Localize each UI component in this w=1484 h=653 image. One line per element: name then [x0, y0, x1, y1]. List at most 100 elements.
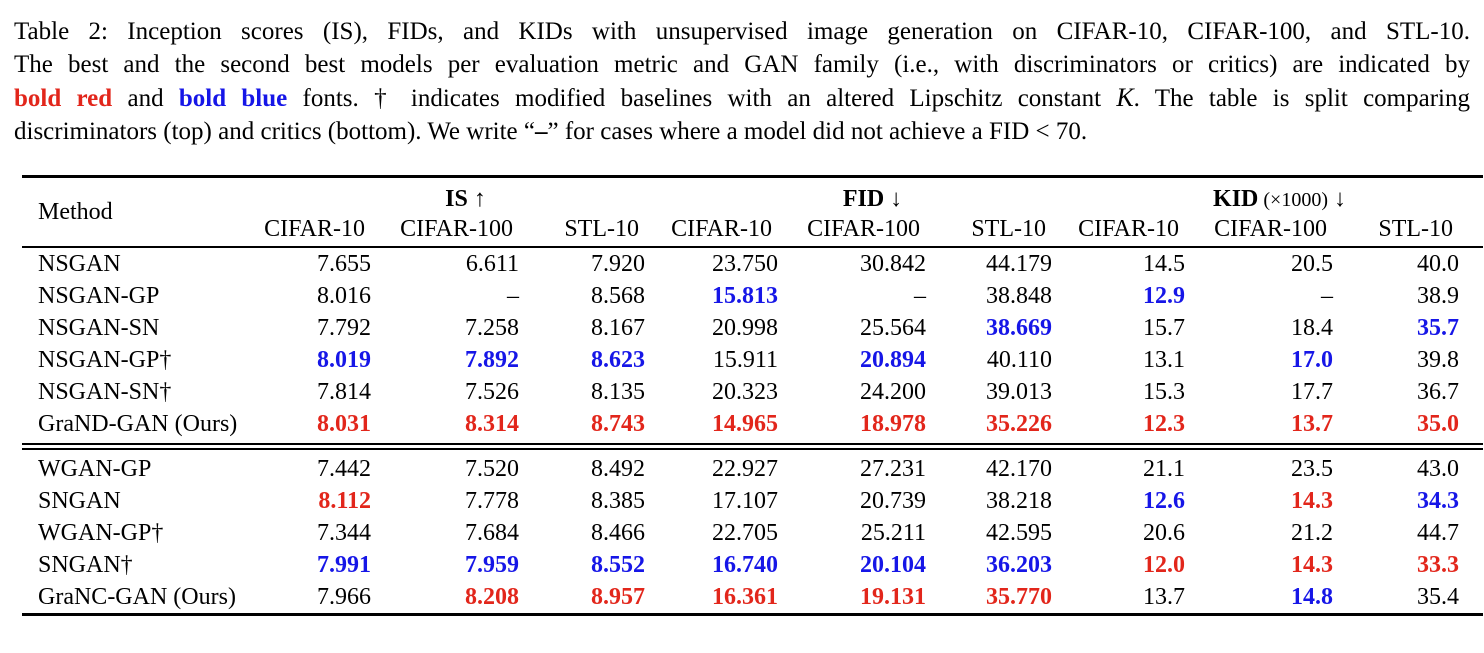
table-row: WGAN-GP† 7.344 7.684 8.466 22.705 25.211 42.59… — [22, 517, 1483, 549]
table-caption: Table 2: Inception scores (IS), FIDs, an… — [14, 15, 1470, 148]
value-cell: 14.965 — [712, 410, 778, 437]
method-cell: SNGAN† — [38, 551, 133, 578]
method-cell: WGAN-GP† — [38, 519, 164, 546]
value-cell: 38.848 — [986, 282, 1052, 309]
table-row: WGAN-GP 7.442 7.520 8.492 22.927 27.231 42.170… — [22, 453, 1483, 485]
value-cell: 44.179 — [986, 250, 1052, 277]
value-cell: 20.5 — [1291, 250, 1333, 277]
value-cell: 18.4 — [1291, 314, 1333, 341]
table-row: GraND-GAN (Ours) 8.031 8.314 8.743 14.965 18.… — [22, 408, 1483, 440]
column-header-dataset: STL-10 — [564, 216, 639, 242]
table-row: NSGAN-GP† 8.019 7.892 8.623 15.911 20.894 40.1… — [22, 344, 1483, 376]
value-cell: – — [914, 282, 926, 309]
caption-text: ” for cases where a model did not achiev… — [547, 118, 1088, 145]
value-cell: 7.814 — [317, 378, 371, 405]
value-cell: 35.226 — [986, 410, 1052, 437]
caption-line: Table 2: Inception scores (IS), FIDs, an… — [14, 15, 1470, 48]
table-row: NSGAN-SN 7.792 7.258 8.167 20.998 25.564 38.66… — [22, 312, 1483, 344]
value-cell: 7.792 — [317, 314, 371, 341]
value-cell: 20.104 — [860, 551, 926, 578]
value-cell: 24.200 — [860, 378, 926, 405]
column-header-dataset: CIFAR-100 — [1214, 216, 1327, 242]
value-cell: – — [1321, 282, 1333, 309]
value-cell: 8.492 — [591, 455, 645, 482]
group-header-kid: KID (×1000) ↓ — [1076, 177, 1483, 214]
caption-text: Table 2: Inception scores (IS), FIDs, an… — [14, 18, 1470, 45]
value-cell: 8.957 — [591, 583, 645, 610]
value-cell: – — [507, 282, 519, 309]
table-row: NSGAN 7.655 6.611 7.920 23.750 30.842 44.179 14… — [22, 247, 1483, 280]
method-cell: WGAN-GP — [38, 455, 152, 482]
results-table: Method IS ↑ FID ↓ KID (×1000) ↓ CIFAR-10 CI… — [22, 175, 1484, 616]
group-header-is: IS ↑ — [262, 177, 669, 214]
caption-line: bold red and bold blue fonts. † indicate… — [14, 81, 1470, 115]
value-cell: 20.739 — [860, 487, 926, 514]
value-cell: 8.466 — [591, 519, 645, 546]
value-cell: 7.258 — [465, 314, 519, 341]
dataset-header-row: CIFAR-10 CIFAR-100 STL-10 CIFAR-10 CIFAR-100… — [22, 213, 1483, 247]
metric-label: IS — [445, 186, 468, 212]
caption-line: discriminators (top) and critics (bottom… — [14, 115, 1470, 148]
value-cell: 36.203 — [986, 551, 1052, 578]
double-rule — [22, 443, 1484, 450]
value-cell: 7.959 — [465, 551, 519, 578]
value-cell: 8.019 — [317, 346, 371, 373]
value-cell: 19.131 — [860, 583, 926, 610]
value-cell: 23.5 — [1291, 455, 1333, 482]
caption-text: discriminators (top) and critics (bottom… — [14, 118, 535, 145]
value-cell: 40.110 — [986, 346, 1052, 373]
table-row: NSGAN-SN† 7.814 7.526 8.135 20.323 24.200 39.0… — [22, 376, 1483, 408]
value-cell: 15.3 — [1143, 378, 1185, 405]
value-cell: 15.7 — [1143, 314, 1185, 341]
table-row: GraNC-GAN (Ours) 7.966 8.208 8.957 16.361 19.… — [22, 581, 1483, 615]
value-cell: 38.218 — [986, 487, 1052, 514]
table-row: SNGAN 8.112 7.778 8.385 17.107 20.739 38.218 12… — [22, 485, 1483, 517]
value-cell: 40.0 — [1417, 250, 1460, 277]
value-cell: 34.3 — [1417, 487, 1460, 514]
value-cell: 8.552 — [591, 551, 645, 578]
value-cell: 35.770 — [986, 583, 1052, 610]
method-cell: SNGAN — [38, 487, 121, 514]
value-cell: 38.669 — [986, 314, 1052, 341]
section-divider — [22, 440, 1484, 453]
value-cell: 16.740 — [712, 551, 778, 578]
value-cell: 35.4 — [1417, 583, 1460, 610]
value-cell: 7.892 — [465, 346, 519, 373]
value-cell: 13.1 — [1143, 346, 1185, 373]
caption-bold-red: bold red — [14, 85, 113, 112]
value-cell: 42.170 — [986, 455, 1052, 482]
method-cell: NSGAN-GP† — [38, 346, 172, 373]
caption-text: and — [112, 85, 179, 112]
value-cell: 7.344 — [317, 519, 371, 546]
metric-label: FID — [842, 186, 885, 212]
value-cell: 14.3 — [1291, 551, 1333, 578]
value-cell: 8.031 — [317, 410, 371, 437]
method-cell: GraNC-GAN (Ours) — [38, 583, 236, 610]
table-row: NSGAN-GP 8.016 – 8.568 15.813 – 38.848 12.9 – 38.… — [22, 280, 1483, 312]
value-cell: 8.135 — [591, 378, 645, 405]
value-cell: 7.442 — [317, 455, 371, 482]
value-cell: 14.5 — [1143, 250, 1185, 277]
value-cell: 25.211 — [860, 519, 926, 546]
value-cell: 23.750 — [712, 250, 778, 277]
arrow-up-icon: ↑ — [467, 186, 486, 212]
value-cell: 12.0 — [1143, 551, 1185, 578]
value-cell: 18.978 — [860, 410, 926, 437]
paper-table-figure: Table 2: Inception scores (IS), FIDs, an… — [0, 15, 1484, 653]
caption-script: K — [1116, 83, 1134, 112]
value-cell: 8.016 — [317, 282, 371, 309]
value-cell: 14.8 — [1291, 583, 1333, 610]
value-cell: 8.385 — [591, 487, 645, 514]
value-cell: 12.6 — [1143, 487, 1185, 514]
caption-text: . The table is split comparing — [1133, 85, 1470, 112]
value-cell: 27.231 — [860, 455, 926, 482]
value-cell: 20.894 — [860, 346, 926, 373]
value-cell: 13.7 — [1291, 410, 1333, 437]
column-header-dataset: CIFAR-100 — [400, 216, 513, 242]
arrow-down-icon: ↓ — [884, 186, 903, 212]
value-cell: 39.8 — [1417, 346, 1460, 373]
method-cell: NSGAN — [38, 250, 121, 277]
value-cell: 7.684 — [465, 519, 519, 546]
column-header-dataset: STL-10 — [971, 216, 1046, 242]
critics-section: WGAN-GP 7.442 7.520 8.492 22.927 27.231 42.170… — [22, 453, 1483, 615]
